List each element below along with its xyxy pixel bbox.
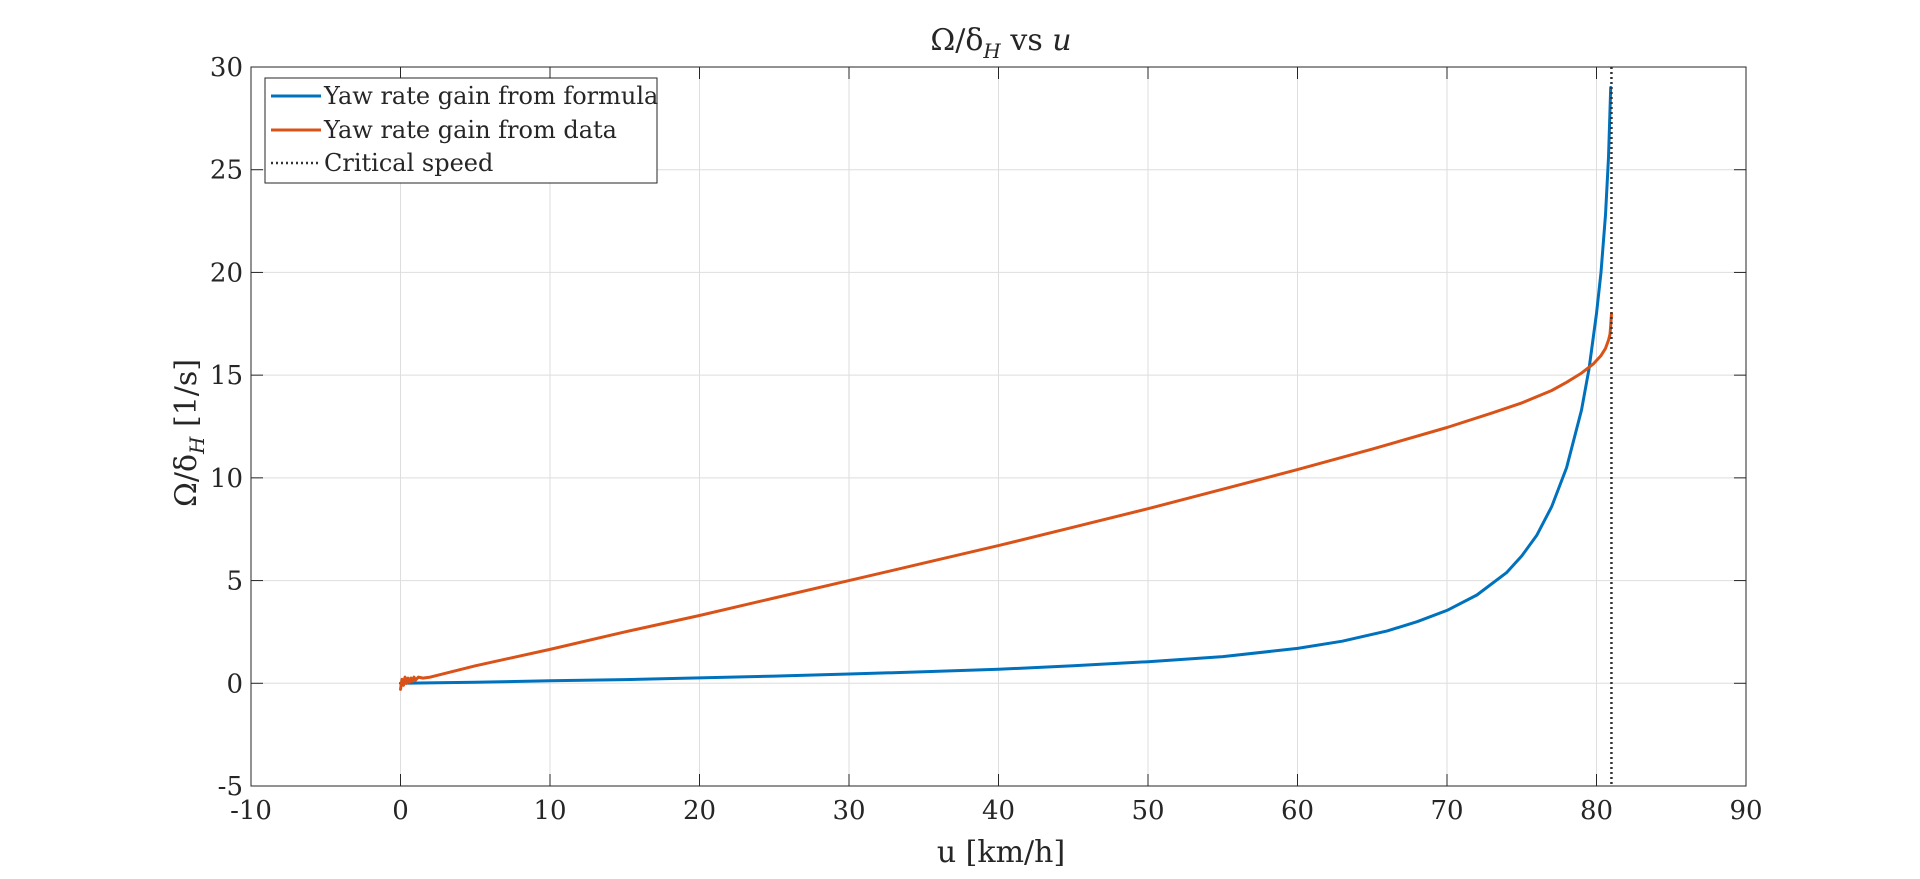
y-label-subscript: H (185, 436, 209, 455)
x-tick-label: 70 (1430, 796, 1463, 826)
x-tick-label: 60 (1281, 796, 1314, 826)
y-label-unit: [1/s] (169, 359, 204, 437)
x-tick-label: 40 (982, 796, 1015, 826)
y-tick-label: 25 (210, 156, 243, 186)
series-line-data (399, 312, 1613, 691)
y-axis-label: Ω/δH [1/s] (169, 359, 209, 507)
title-mid: vs (1001, 23, 1052, 58)
y-label-main: Ω/δ (169, 454, 204, 507)
x-tick-label: 10 (533, 796, 566, 826)
y-tick-label: 0 (226, 669, 243, 699)
x-axis-label: u [km/h] (937, 835, 1065, 870)
y-tick-label: 10 (210, 464, 243, 494)
title-rhs: u (1052, 23, 1071, 58)
legend: Yaw rate gain from formula Yaw rate gain… (264, 77, 658, 184)
legend-entry-formula: Yaw rate gain from formula (323, 82, 658, 110)
ticks: -10 0 10 20 30 40 50 60 70 80 90 -5 0 5 10 15 20 25 30 (210, 53, 1763, 826)
y-tick-label: 20 (210, 258, 243, 288)
title-lhs: Ω/δ (930, 23, 983, 58)
x-tick-label: 0 (392, 796, 409, 826)
x-tick-label: 30 (832, 796, 865, 826)
legend-box (264, 77, 658, 184)
legend-entry-critical-speed: Critical speed (324, 149, 493, 177)
title-lhs-subscript: H (982, 39, 1001, 63)
legend-entry-data: Yaw rate gain from data (323, 116, 617, 144)
chart-title: Ω/δH vs u (930, 23, 1071, 63)
y-tick-label: 5 (226, 567, 243, 597)
x-tick-label: 90 (1729, 796, 1762, 826)
x-tick-label: 20 (683, 796, 716, 826)
series-line-formula (399, 86, 1613, 685)
y-tick-label: 30 (210, 53, 243, 83)
x-tick-label: -10 (230, 796, 272, 826)
series-layer (399, 67, 1613, 786)
y-tick-label: -5 (218, 772, 243, 802)
y-tick-label: 15 (210, 361, 243, 391)
x-tick-label: 50 (1131, 796, 1164, 826)
x-tick-label: 80 (1580, 796, 1613, 826)
